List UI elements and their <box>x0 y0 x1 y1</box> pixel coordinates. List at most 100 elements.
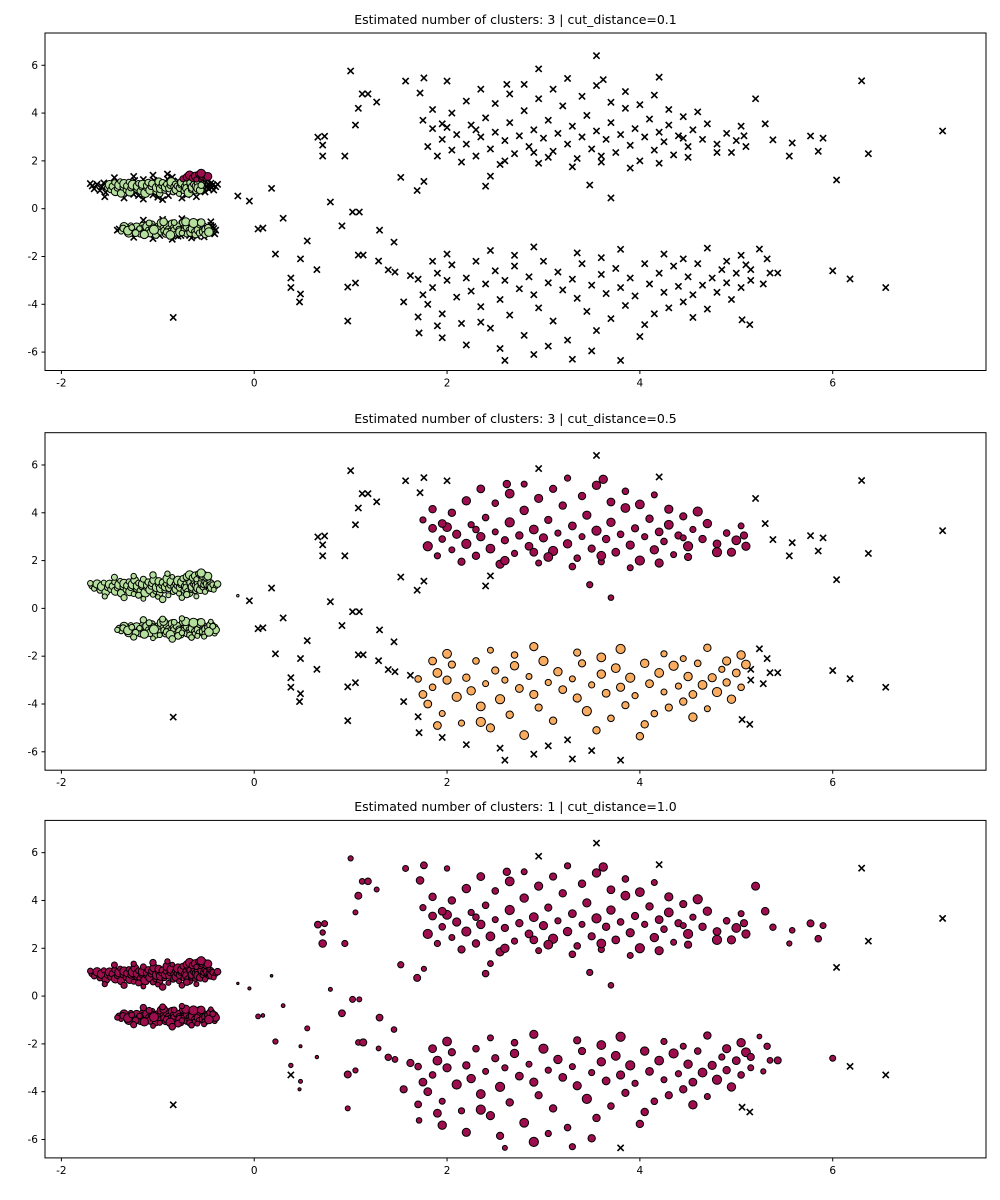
data-point <box>504 488 515 499</box>
data-point <box>601 534 611 544</box>
noise-point <box>358 489 366 498</box>
noise-point <box>788 538 796 547</box>
data-point <box>588 681 596 689</box>
data-point <box>130 633 138 641</box>
noise-point <box>665 304 673 312</box>
noise-point <box>539 257 548 265</box>
noise-point <box>314 133 322 141</box>
x-tick-label: 4 <box>637 378 644 390</box>
data-point <box>486 1034 494 1042</box>
data-point <box>534 881 544 891</box>
data-point <box>510 1038 519 1047</box>
noise-point <box>462 274 470 282</box>
noise-point <box>713 148 721 157</box>
noise-point <box>210 186 218 194</box>
data-point <box>414 675 422 683</box>
data-point <box>731 668 741 678</box>
data-point <box>422 928 433 940</box>
data-point <box>601 1076 611 1086</box>
noise-point <box>457 158 466 166</box>
data-point <box>491 499 500 508</box>
data-point <box>654 915 664 924</box>
noise-point <box>559 102 567 110</box>
data-point <box>452 917 462 927</box>
data-point <box>487 960 494 967</box>
data-point <box>598 862 608 872</box>
data-point <box>587 544 596 553</box>
noise-point <box>279 214 287 222</box>
noise-point <box>326 198 335 206</box>
data-point <box>682 928 694 940</box>
data-point <box>572 1081 582 1091</box>
data-point <box>718 1053 726 1061</box>
data-point <box>554 917 562 925</box>
data-point <box>501 676 509 684</box>
noise-point <box>597 270 605 279</box>
subplot-1: -2 0 2 4 6 -6 -4 -2 0 2 4 6 <box>28 32 987 390</box>
noise-point <box>520 80 528 89</box>
noise-point <box>313 665 321 673</box>
noise-point <box>358 90 366 98</box>
y-tick-label: 2 <box>31 943 38 955</box>
data-point <box>136 625 143 632</box>
data-point <box>178 629 186 636</box>
data-point <box>131 229 140 237</box>
data-point <box>528 912 539 923</box>
data-point <box>625 928 635 938</box>
noise-point <box>616 130 625 139</box>
noise-point <box>882 283 890 292</box>
noise-point <box>684 142 692 151</box>
noise-point <box>525 273 533 281</box>
noise-point <box>501 136 509 145</box>
data-point <box>554 529 562 537</box>
data-point <box>668 1048 679 1059</box>
noise-point <box>101 193 109 201</box>
data-point <box>607 594 615 601</box>
noise-point <box>467 287 475 295</box>
noise-point <box>882 1071 890 1079</box>
noise-point <box>448 109 456 117</box>
data-point <box>625 540 635 550</box>
data-point <box>596 938 607 949</box>
noise-point <box>846 1062 854 1071</box>
noise-point <box>384 665 392 674</box>
data-point <box>621 487 630 496</box>
data-point <box>543 939 554 950</box>
subplot-2: -2 0 2 4 6 -6 -4 -2 0 2 4 6 <box>28 432 987 789</box>
noise-point <box>660 288 668 297</box>
data-point <box>314 1054 320 1060</box>
data-point <box>457 557 466 566</box>
x-tick-label: 4 <box>637 777 644 789</box>
noise-point <box>338 222 346 230</box>
data-point <box>674 682 683 690</box>
data-point <box>461 926 472 937</box>
noise-point <box>399 697 408 706</box>
noise-point <box>703 244 712 252</box>
noise-point <box>636 157 644 165</box>
noise-point <box>438 334 446 342</box>
noise-point <box>515 132 524 140</box>
noise-point <box>636 332 644 341</box>
data-point <box>482 680 490 688</box>
data-point <box>829 1054 837 1062</box>
data-point <box>502 867 512 876</box>
data-point <box>178 615 186 622</box>
y-tick-label: -4 <box>28 698 39 710</box>
data-point <box>375 1045 382 1052</box>
axes-border <box>44 432 987 771</box>
data-point <box>391 1056 399 1063</box>
data-point <box>688 1077 698 1087</box>
data-point <box>683 671 693 682</box>
noise-point <box>732 269 740 277</box>
noise-point <box>90 185 98 193</box>
noise-point <box>267 184 276 193</box>
data-point <box>788 927 796 934</box>
data-point <box>188 617 199 628</box>
data-point <box>549 872 558 881</box>
data-point <box>766 1056 774 1064</box>
data-point <box>475 1089 486 1099</box>
data-point <box>443 865 451 872</box>
data-point <box>741 929 751 939</box>
noise-point <box>684 153 692 161</box>
noise-point <box>616 756 625 764</box>
